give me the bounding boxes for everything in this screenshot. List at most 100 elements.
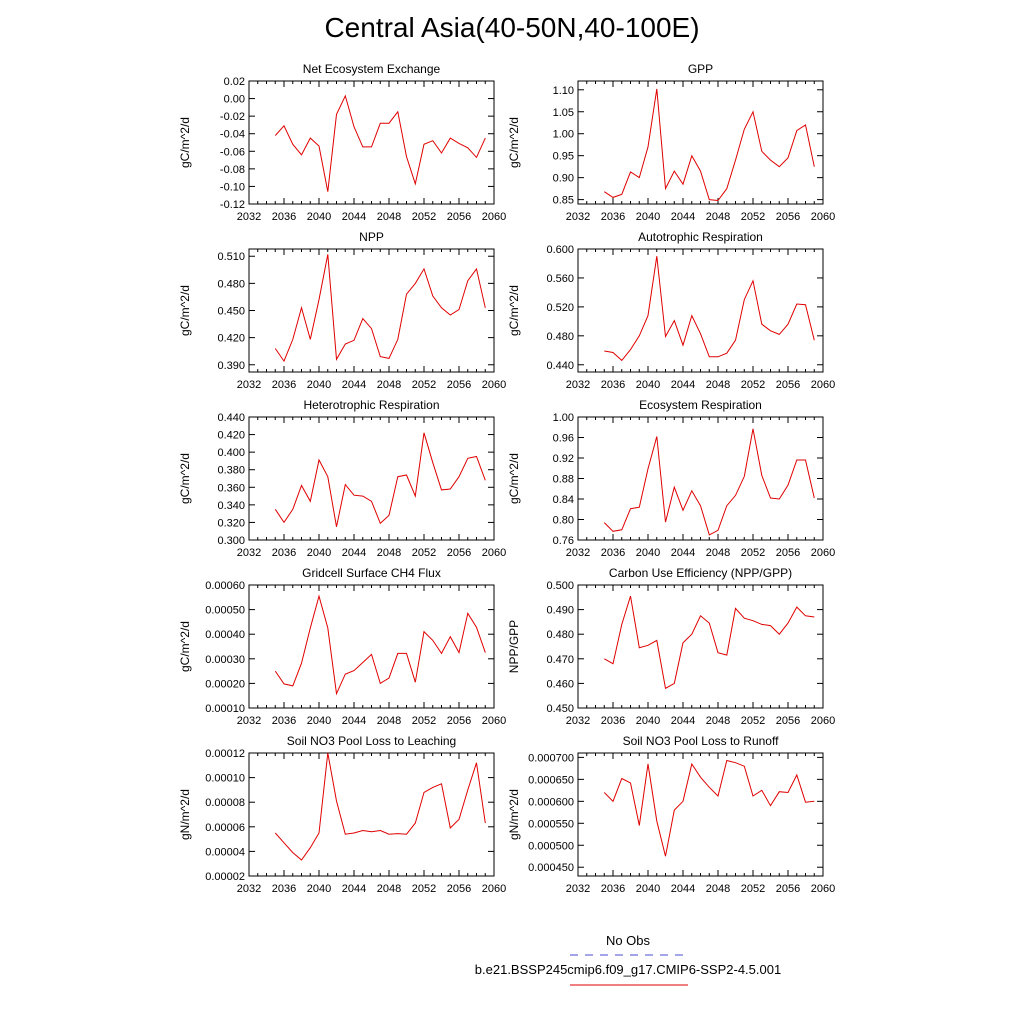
y-tick-label: 0.360 <box>217 482 245 494</box>
y-tick-label: 0.00008 <box>205 797 245 809</box>
x-tick-label: 2032 <box>237 715 261 727</box>
series-line <box>274 432 486 527</box>
x-tick-label: 2040 <box>636 211 660 223</box>
x-tick-label: 2060 <box>482 379 506 391</box>
series-line <box>604 256 815 362</box>
y-axis-label: NPP/GPP <box>507 620 521 673</box>
y-tick-label: -0.12 <box>220 199 245 211</box>
x-tick-label: 2032 <box>237 379 261 391</box>
x-tick-label: 2056 <box>447 379 471 391</box>
x-tick-label: 2056 <box>776 715 800 727</box>
x-tick-label: 2040 <box>307 715 331 727</box>
y-tick-label: 0.480 <box>217 278 245 290</box>
x-tick-label: 2052 <box>412 547 436 559</box>
x-tick-label: 2036 <box>601 211 625 223</box>
y-tick-label: 0.95 <box>553 151 574 163</box>
x-tick-label: 2048 <box>706 211 730 223</box>
y-axis-label: gC/m^2/d <box>507 453 521 504</box>
panel-title: Heterotrophic Respiration <box>303 398 439 412</box>
y-tick-label: 0.00006 <box>205 822 245 834</box>
panel-title: Autotrophic Respiration <box>638 230 763 244</box>
x-tick-label: 2044 <box>342 547 366 559</box>
x-tick-label: 2048 <box>706 715 730 727</box>
y-axis-label: gC/m^2/d <box>178 621 192 672</box>
x-tick-label: 2052 <box>741 715 765 727</box>
x-tick-label: 2032 <box>566 379 590 391</box>
y-tick-label: 1.00 <box>553 129 574 141</box>
y-tick-label: 0.500 <box>546 580 574 592</box>
x-tick-label: 2040 <box>307 547 331 559</box>
y-tick-label: 0.420 <box>217 430 245 442</box>
x-tick-label: 2048 <box>377 715 401 727</box>
y-tick-label: 0.000700 <box>528 752 574 764</box>
y-tick-label: 0.02 <box>224 76 245 88</box>
x-tick-label: 2044 <box>342 883 366 895</box>
panel-title: Soil NO3 Pool Loss to Leaching <box>287 734 456 748</box>
x-tick-label: 2060 <box>482 547 506 559</box>
x-tick-label: 2048 <box>377 883 401 895</box>
x-tick-label: 2036 <box>272 211 296 223</box>
x-tick-label: 2032 <box>566 715 590 727</box>
y-tick-label: 0.420 <box>217 333 245 345</box>
x-tick-label: 2056 <box>776 883 800 895</box>
y-axis-label: gC/m^2/d <box>178 453 192 504</box>
x-tick-label: 2056 <box>776 379 800 391</box>
y-tick-label: 0.390 <box>217 360 245 372</box>
panel-title: GPP <box>688 62 713 76</box>
y-tick-label: 1.10 <box>553 85 574 97</box>
chart-panel-1: Net Ecosystem Exchange 2032 2036 2040 2044 20… <box>178 62 506 223</box>
y-tick-label: 0.00040 <box>205 629 245 641</box>
panel-title: Soil NO3 Pool Loss to Runoff <box>623 734 780 748</box>
x-tick-label: 2036 <box>272 547 296 559</box>
series-line <box>603 759 815 857</box>
y-axis-label: gC/m^2/d <box>507 117 521 168</box>
x-tick-label: 2048 <box>377 547 401 559</box>
x-tick-label: 2048 <box>377 211 401 223</box>
x-tick-label: 2056 <box>776 547 800 559</box>
y-tick-label: 0.600 <box>546 244 574 256</box>
x-tick-label: 2036 <box>601 883 625 895</box>
x-tick-label: 2056 <box>447 715 471 727</box>
x-tick-label: 2052 <box>741 547 765 559</box>
x-tick-label: 2052 <box>412 715 436 727</box>
panel-title: Net Ecosystem Exchange <box>303 62 441 76</box>
x-tick-label: 2052 <box>412 883 436 895</box>
x-tick-label: 2060 <box>482 211 506 223</box>
y-tick-label: 0.00030 <box>205 654 245 666</box>
chart-panel-9: Soil NO3 Pool Loss to Leaching 2032 2036 20… <box>178 734 506 895</box>
x-tick-label: 2040 <box>636 715 660 727</box>
y-tick-label: 0.00002 <box>205 871 245 883</box>
y-tick-label: 0.470 <box>546 654 574 666</box>
chart-panel-10: Soil NO3 Pool Loss to Runoff 2032 2036 2040… <box>507 734 835 895</box>
x-tick-label: 2032 <box>237 883 261 895</box>
panel-title: Carbon Use Efficiency (NPP/GPP) <box>609 566 792 580</box>
series-line <box>274 94 486 192</box>
y-tick-label: 0.300 <box>217 535 245 547</box>
legend-label-obs: No Obs <box>605 933 651 948</box>
y-tick-label: 0.000550 <box>528 818 574 830</box>
plot-frame <box>577 416 824 541</box>
x-tick-label: 2036 <box>601 379 625 391</box>
x-tick-label: 2044 <box>671 883 695 895</box>
x-tick-label: 2040 <box>636 883 660 895</box>
y-tick-label: 0.76 <box>553 535 574 547</box>
y-tick-label: 0.000500 <box>528 840 574 852</box>
y-axis-label: gC/m^2/d <box>178 285 192 336</box>
chart-panel-6: Ecosystem Respiration 2032 2036 2040 2044 204… <box>507 398 835 559</box>
x-tick-label: 2052 <box>741 883 765 895</box>
x-tick-label: 2040 <box>636 379 660 391</box>
x-tick-label: 2060 <box>811 379 835 391</box>
x-tick-label: 2040 <box>636 547 660 559</box>
y-axis-label: gN/m^2/d <box>178 789 192 840</box>
x-tick-label: 2044 <box>671 547 695 559</box>
y-tick-label: 0.00012 <box>205 748 245 760</box>
x-tick-label: 2032 <box>566 211 590 223</box>
x-tick-label: 2036 <box>272 379 296 391</box>
y-axis-label: gC/m^2/d <box>178 117 192 168</box>
x-tick-label: 2060 <box>811 211 835 223</box>
x-tick-label: 2052 <box>412 379 436 391</box>
x-tick-label: 2032 <box>237 547 261 559</box>
chart-panel-8: Carbon Use Efficiency (NPP/GPP) 2032 2036 2… <box>507 566 835 727</box>
x-tick-label: 2056 <box>447 211 471 223</box>
